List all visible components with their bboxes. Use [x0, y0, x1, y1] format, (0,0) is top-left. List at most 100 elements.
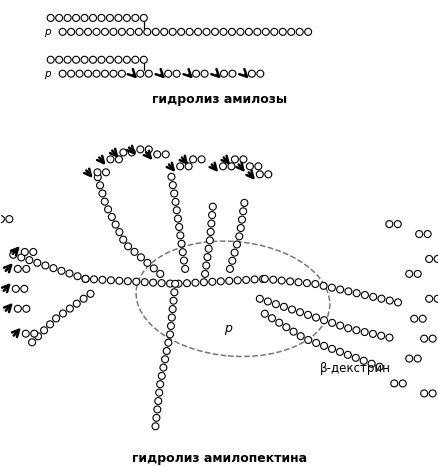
Circle shape	[375, 363, 382, 370]
Circle shape	[128, 149, 135, 156]
Circle shape	[123, 14, 130, 21]
Circle shape	[107, 277, 114, 284]
Circle shape	[23, 305, 30, 312]
Circle shape	[296, 28, 303, 35]
Circle shape	[413, 355, 420, 362]
Circle shape	[74, 273, 81, 280]
Circle shape	[99, 190, 106, 197]
Circle shape	[312, 314, 319, 321]
Circle shape	[226, 266, 233, 273]
Circle shape	[206, 237, 213, 244]
Circle shape	[127, 28, 134, 35]
Circle shape	[176, 163, 183, 170]
Circle shape	[166, 280, 173, 287]
Circle shape	[311, 281, 318, 288]
Circle shape	[304, 28, 311, 35]
Circle shape	[85, 28, 91, 35]
Circle shape	[144, 28, 150, 35]
Circle shape	[131, 56, 138, 63]
Circle shape	[170, 289, 177, 296]
Circle shape	[58, 267, 65, 274]
Circle shape	[336, 286, 343, 293]
Circle shape	[93, 70, 100, 77]
Circle shape	[124, 243, 131, 250]
Circle shape	[155, 389, 162, 396]
Circle shape	[192, 70, 199, 77]
Circle shape	[23, 266, 30, 273]
Circle shape	[280, 303, 287, 310]
Circle shape	[175, 224, 182, 231]
Circle shape	[297, 333, 304, 340]
Circle shape	[189, 156, 196, 163]
Circle shape	[118, 70, 125, 77]
Circle shape	[145, 70, 152, 77]
Circle shape	[153, 151, 160, 158]
Circle shape	[166, 331, 173, 338]
Circle shape	[181, 266, 188, 273]
Circle shape	[106, 14, 113, 21]
Circle shape	[262, 28, 268, 35]
Circle shape	[360, 292, 367, 299]
Circle shape	[101, 70, 108, 77]
Circle shape	[170, 190, 177, 197]
Circle shape	[304, 311, 311, 318]
Circle shape	[94, 169, 101, 176]
Circle shape	[141, 279, 148, 286]
Circle shape	[282, 324, 289, 331]
Circle shape	[229, 70, 235, 77]
Circle shape	[59, 310, 66, 317]
Text: гидролиз амилопектина: гидролиз амилопектина	[132, 452, 307, 465]
Circle shape	[123, 56, 130, 63]
Circle shape	[28, 339, 35, 346]
Circle shape	[209, 203, 216, 210]
Text: p: p	[44, 27, 50, 37]
Circle shape	[153, 406, 160, 413]
Circle shape	[137, 70, 144, 77]
Circle shape	[169, 28, 176, 35]
Circle shape	[81, 14, 88, 21]
Circle shape	[304, 336, 311, 343]
Circle shape	[256, 70, 263, 77]
Circle shape	[312, 339, 319, 346]
Circle shape	[344, 288, 351, 295]
Circle shape	[211, 28, 218, 35]
Circle shape	[174, 215, 181, 222]
Circle shape	[106, 56, 113, 63]
Circle shape	[405, 355, 412, 362]
Circle shape	[145, 146, 152, 153]
Circle shape	[132, 278, 139, 285]
Circle shape	[59, 28, 66, 35]
Circle shape	[225, 277, 232, 284]
Circle shape	[268, 315, 275, 322]
Circle shape	[303, 280, 310, 287]
Circle shape	[336, 349, 343, 356]
Circle shape	[170, 297, 177, 304]
Circle shape	[237, 225, 244, 232]
Circle shape	[101, 28, 108, 35]
Circle shape	[328, 284, 335, 291]
Circle shape	[82, 275, 89, 282]
Circle shape	[390, 380, 397, 387]
Circle shape	[98, 56, 105, 63]
Circle shape	[328, 345, 335, 352]
Circle shape	[162, 151, 169, 158]
Circle shape	[169, 306, 176, 313]
Circle shape	[6, 216, 13, 223]
Circle shape	[89, 56, 96, 63]
Circle shape	[102, 169, 109, 176]
Circle shape	[208, 278, 215, 285]
Circle shape	[76, 70, 83, 77]
Circle shape	[159, 364, 166, 371]
Circle shape	[101, 198, 108, 205]
Circle shape	[155, 397, 162, 404]
Circle shape	[344, 325, 351, 332]
Circle shape	[118, 28, 125, 35]
Circle shape	[156, 381, 163, 388]
Circle shape	[410, 315, 417, 322]
Circle shape	[231, 156, 238, 163]
Circle shape	[14, 266, 21, 273]
Circle shape	[353, 290, 359, 297]
Circle shape	[251, 276, 258, 283]
Circle shape	[76, 28, 83, 35]
Circle shape	[204, 254, 210, 260]
